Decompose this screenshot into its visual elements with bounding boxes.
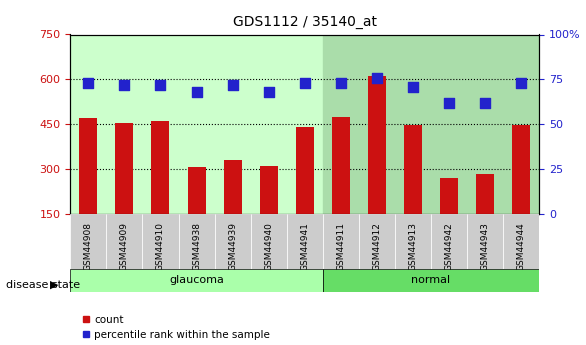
Text: GSM44942: GSM44942 xyxy=(444,222,454,271)
Bar xyxy=(440,178,458,214)
Text: GSM44909: GSM44909 xyxy=(120,222,129,271)
FancyBboxPatch shape xyxy=(142,214,179,269)
Text: GSM44939: GSM44939 xyxy=(228,222,237,271)
Point xyxy=(192,89,201,95)
Point xyxy=(372,75,381,80)
FancyBboxPatch shape xyxy=(503,214,539,269)
Text: normal: normal xyxy=(411,275,451,285)
FancyBboxPatch shape xyxy=(323,214,359,269)
FancyBboxPatch shape xyxy=(107,214,142,269)
Point xyxy=(120,82,129,88)
Bar xyxy=(332,117,350,214)
Point xyxy=(516,80,526,86)
Legend: count, percentile rank within the sample: count, percentile rank within the sample xyxy=(81,315,270,340)
Text: GSM44944: GSM44944 xyxy=(517,222,526,271)
Text: GSM44908: GSM44908 xyxy=(84,222,93,271)
Bar xyxy=(188,167,206,214)
Bar xyxy=(476,174,494,214)
Point xyxy=(300,80,309,86)
FancyBboxPatch shape xyxy=(395,214,431,269)
Bar xyxy=(404,125,422,214)
Text: disease state: disease state xyxy=(6,280,80,289)
FancyBboxPatch shape xyxy=(251,214,287,269)
Text: GSM44912: GSM44912 xyxy=(372,222,381,271)
FancyBboxPatch shape xyxy=(70,214,107,269)
Bar xyxy=(70,34,323,214)
FancyBboxPatch shape xyxy=(70,269,323,292)
Bar xyxy=(79,118,97,214)
Point xyxy=(156,82,165,88)
Point xyxy=(444,100,454,106)
Text: ▶: ▶ xyxy=(50,280,59,289)
FancyBboxPatch shape xyxy=(179,214,214,269)
FancyBboxPatch shape xyxy=(214,214,251,269)
Bar xyxy=(260,166,278,214)
FancyBboxPatch shape xyxy=(431,214,467,269)
Text: GSM44940: GSM44940 xyxy=(264,222,273,271)
Bar xyxy=(296,127,314,214)
Point xyxy=(228,82,237,88)
Text: GSM44910: GSM44910 xyxy=(156,222,165,271)
Text: GSM44943: GSM44943 xyxy=(481,222,489,271)
Text: GSM44913: GSM44913 xyxy=(408,222,417,271)
Bar xyxy=(512,125,530,214)
Text: GSM44911: GSM44911 xyxy=(336,222,345,271)
Bar xyxy=(151,121,169,214)
Text: GSM44938: GSM44938 xyxy=(192,222,201,271)
Point xyxy=(336,80,346,86)
FancyBboxPatch shape xyxy=(467,214,503,269)
FancyBboxPatch shape xyxy=(323,269,539,292)
Point xyxy=(264,89,273,95)
Point xyxy=(84,80,93,86)
Point xyxy=(481,100,490,106)
FancyBboxPatch shape xyxy=(359,214,395,269)
Bar xyxy=(323,34,539,214)
Text: glaucoma: glaucoma xyxy=(169,275,224,285)
FancyBboxPatch shape xyxy=(287,214,323,269)
Title: GDS1112 / 35140_at: GDS1112 / 35140_at xyxy=(233,15,377,29)
Bar xyxy=(224,160,241,214)
Bar xyxy=(115,123,134,214)
Text: GSM44941: GSM44941 xyxy=(300,222,309,271)
Bar xyxy=(368,76,386,214)
Point xyxy=(408,84,418,89)
